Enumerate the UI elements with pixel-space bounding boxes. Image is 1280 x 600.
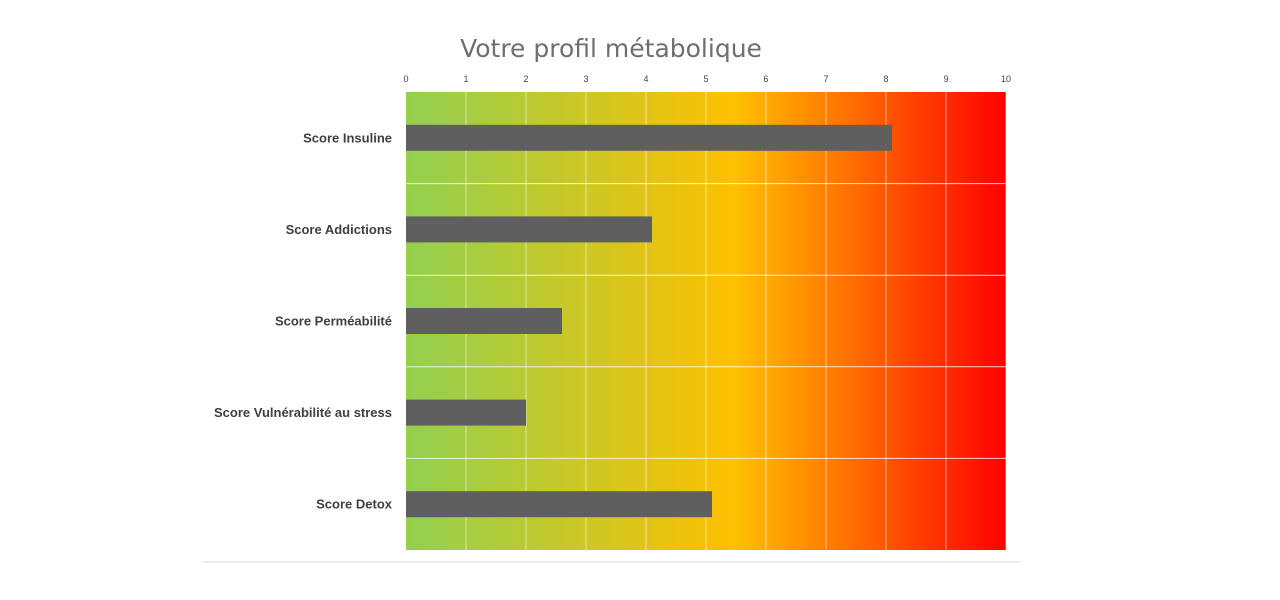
grid-lines [406,92,1007,550]
category-label: Score Detox [316,497,393,512]
category-label: Score Vulnérabilité au stress [214,405,392,420]
x-tick-label: 8 [883,74,888,84]
category-label: Score Insuline [303,130,392,145]
x-tick-label: 2 [523,74,528,84]
x-tick-label: 6 [763,74,768,84]
bar [406,308,562,334]
x-tick-label: 3 [583,74,588,84]
x-tick-label: 9 [943,74,948,84]
x-tick-label: 7 [823,74,828,84]
category-label: Score Addictions [286,222,392,237]
bar [406,491,712,518]
category-labels: Score Insuline Score Addictions Score Perm… [214,130,393,511]
x-axis-ticks: 0 1 2 3 4 5 6 7 8 9 10 [403,74,1011,84]
bar [406,216,652,243]
x-tick-label: 10 [1001,74,1011,84]
chart-title: Votre profil métabolique [460,34,762,63]
x-tick-label: 1 [463,74,468,84]
bar [406,399,526,426]
x-tick-label: 0 [403,74,408,84]
x-tick-label: 4 [643,74,648,84]
x-tick-label: 5 [703,74,708,84]
bar [406,124,892,151]
bars [406,124,892,518]
category-label: Score Perméabilité [275,314,392,329]
